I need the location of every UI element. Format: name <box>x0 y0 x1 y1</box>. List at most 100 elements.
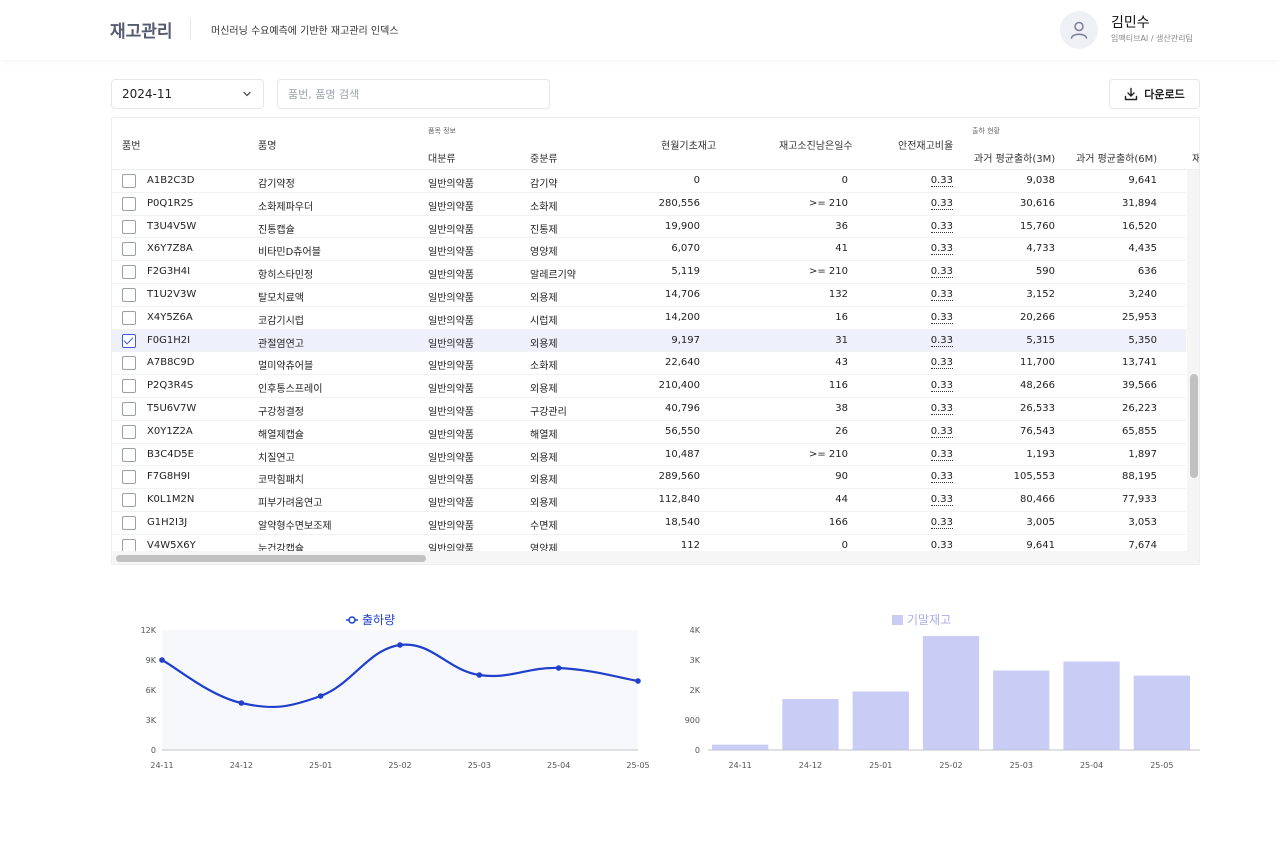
safety-ratio-value[interactable]: 0.33 <box>930 357 953 370</box>
safety-ratio-value[interactable]: 0.33 <box>930 266 953 279</box>
col-part-name[interactable]: 품명 <box>258 141 277 152</box>
cell-days-left: >= 210 <box>808 266 848 278</box>
cell-minor-category: 외용제 <box>530 384 558 396</box>
y-tick-label: 900 <box>685 716 700 725</box>
x-tick-label: 25-04 <box>1080 761 1103 770</box>
cell-base-stock: 19,900 <box>665 220 700 232</box>
vertical-scrollbar[interactable] <box>1187 170 1199 551</box>
row-checkbox[interactable] <box>122 310 136 325</box>
cell-days-left: 0 <box>841 539 848 551</box>
header-divider <box>190 18 191 40</box>
table-row[interactable]: A7B8C9D 멀미약츄어블 일반의약품 소화제 22,640 43 0.33 11,700 1… <box>112 352 1186 376</box>
table-row[interactable]: F2G3H4I 항히스타민정 일반의약품 알레르기약 5,119 >= 210 0.33 59… <box>112 261 1186 284</box>
cell-days-left: 90 <box>835 471 848 483</box>
row-checkbox[interactable] <box>122 447 136 462</box>
row-checkbox[interactable] <box>122 379 136 394</box>
cell-part-name: 해열제캡슐 <box>258 429 304 441</box>
table-row[interactable]: X0Y1Z2A 해열제캡슐 일반의약품 해열제 56,550 26 0.33 76,543 65… <box>112 421 1186 444</box>
table-row[interactable]: B3C4D5E 치질연고 일반의약품 외용제 10,487 >= 210 0.33 1,193… <box>112 444 1186 467</box>
cell-minor-category: 외용제 <box>530 498 558 510</box>
cell-avg-6m: 16,520 <box>1122 220 1157 232</box>
table-row[interactable]: A1B2C3D 감기약정 일반의약품 감기약 0 0 0.33 9,038 9,641 <box>112 170 1186 193</box>
safety-ratio-value[interactable]: 0.33 <box>930 197 953 210</box>
row-checkbox[interactable] <box>122 196 136 211</box>
safety-ratio-value[interactable]: 0.33 <box>930 403 953 415</box>
col-minor-category[interactable]: 중분류 <box>530 154 558 165</box>
cell-avg-3m: 5,315 <box>1026 334 1055 346</box>
row-checkbox[interactable] <box>122 516 136 530</box>
row-checkbox[interactable] <box>122 265 136 280</box>
col-safety-ratio[interactable]: 안전재고비율 <box>898 141 954 152</box>
app-header: 재고관리 머신러닝 수요예측에 기반한 재고관리 인덱스 김민수 임팩티브AI … <box>0 0 1280 60</box>
user-avatar[interactable] <box>1060 11 1098 49</box>
horizontal-scroll-thumb[interactable] <box>116 555 426 562</box>
cell-base-stock: 112 <box>680 539 700 551</box>
safety-ratio-value[interactable]: 0.33 <box>930 448 953 461</box>
safety-ratio-value[interactable]: 0.33 <box>930 517 953 529</box>
safety-ratio-value[interactable]: 0.33 <box>930 289 953 301</box>
month-select[interactable]: 2024-11 <box>111 79 264 109</box>
table-row[interactable]: P2Q3R4S 인후통스프레이 일반의약품 외용제 210,400 116 0.33 48,2… <box>112 375 1186 398</box>
table-row[interactable]: T1U2V3W 탈모치료액 일반의약품 외용제 14,706 132 0.33 3,152 3,… <box>112 284 1186 307</box>
table-row[interactable]: T3U4V5W 진통캡슐 일반의약품 진통제 19,900 36 0.33 15,760 16,… <box>112 216 1186 239</box>
col-major-category[interactable]: 대분류 <box>428 154 456 165</box>
col-avg-3m[interactable]: 과거 평균출하(3M) <box>974 154 1056 165</box>
col-days-left[interactable]: 재고소진남은일수 <box>779 141 853 152</box>
cell-avg-3m: 11,700 <box>1020 357 1055 369</box>
col-cut-off[interactable]: 재 <box>1192 150 1199 165</box>
safety-ratio-value[interactable]: 0.33 <box>930 311 953 324</box>
cell-major-category: 일반의약품 <box>428 270 474 282</box>
row-checkbox[interactable] <box>122 493 136 508</box>
table-row[interactable]: K0L1M2N 피부가려움연고 일반의약품 외용제 112,840 44 0.33 80,46… <box>112 489 1186 512</box>
cell-avg-3m: 4,733 <box>1026 243 1055 255</box>
vertical-scroll-thumb[interactable] <box>1190 374 1198 478</box>
row-checkbox[interactable] <box>122 356 136 371</box>
col-base-stock[interactable]: 현월기초재고 <box>661 141 717 152</box>
table-row[interactable]: X6Y7Z8A 비타민D츄어블 일반의약품 영양제 6,070 41 0.33 4,733 4,… <box>112 238 1186 262</box>
table-row[interactable]: G1H2I3J 알약형수면보조제 일반의약품 수면제 18,540 166 0.33 3,00… <box>112 512 1186 535</box>
row-checkbox[interactable] <box>122 470 136 485</box>
download-icon <box>1125 87 1138 101</box>
table-row[interactable]: X4Y5Z6A 코감기시럽 일반의약품 시럽제 14,200 16 0.33 20,266 25… <box>112 307 1186 330</box>
cell-days-left: 116 <box>828 380 848 392</box>
horizontal-scrollbar[interactable] <box>112 551 1199 564</box>
row-checkbox[interactable] <box>122 174 136 188</box>
safety-ratio-value[interactable]: 0.33 <box>930 471 953 484</box>
col-avg-6m[interactable]: 과거 평균출하(6M) <box>1076 154 1158 165</box>
safety-ratio-value[interactable]: 0.33 <box>930 539 953 551</box>
col-part-no[interactable]: 품번 <box>122 141 141 152</box>
table-row[interactable]: T5U6V7W 구강청결정 일반의약품 구강관리 40,796 38 0.33 26,533 2… <box>112 398 1186 421</box>
table-row[interactable]: F7G8H9I 코막힘패치 일반의약품 외용제 289,560 90 0.33 105,553… <box>112 466 1186 490</box>
cell-safety-ratio: 0.33 <box>930 289 953 301</box>
row-checkbox[interactable] <box>122 288 136 302</box>
row-checkbox[interactable] <box>122 219 136 234</box>
safety-ratio-value[interactable]: 0.33 <box>930 243 953 256</box>
table-row[interactable]: P0Q1R2S 소화제파우더 일반의약품 소화제 280,556 >= 210 0.33 30… <box>112 193 1186 216</box>
table-row[interactable]: F0G1H2I 관절염연고 일반의약품 외용제 9,197 31 0.33 5,315 5,35… <box>112 329 1186 353</box>
app-title[interactable]: 재고관리 <box>110 22 173 42</box>
cell-part-no: F0G1H2I <box>147 334 191 346</box>
row-checkbox[interactable] <box>122 538 136 551</box>
cell-major-category: 일반의약품 <box>428 224 474 236</box>
safety-ratio-value[interactable]: 0.33 <box>930 494 953 507</box>
safety-ratio-value[interactable]: 0.33 <box>930 175 953 187</box>
safety-ratio-value[interactable]: 0.33 <box>930 334 953 347</box>
row-checkbox[interactable] <box>122 402 136 416</box>
download-button[interactable]: 다운로드 <box>1109 79 1200 109</box>
search-input[interactable] <box>277 79 550 109</box>
row-checkbox[interactable] <box>122 242 136 257</box>
cell-part-name: 인후통스프레이 <box>258 384 323 396</box>
cell-part-no: F2G3H4I <box>147 266 191 278</box>
legend-swatch-icon <box>892 615 903 625</box>
cell-part-name: 코감기시럽 <box>258 315 304 327</box>
cell-minor-category: 감기약 <box>530 179 558 190</box>
safety-ratio-value[interactable]: 0.33 <box>930 425 953 438</box>
table-header: 품번 품명 품목 정보 대분류 중분류 현월기초재고 재고소진남은일수 안전재고… <box>112 118 1199 170</box>
safety-ratio-value[interactable]: 0.33 <box>930 380 953 393</box>
row-checkbox[interactable] <box>122 333 136 348</box>
table-row[interactable]: V4W5X6Y 눈건강캡슐 일반의약품 영양제 112 0 0.33 9,641 7,674 <box>112 535 1186 551</box>
cell-part-no: B3C4D5E <box>147 448 194 460</box>
cell-minor-category: 진통제 <box>530 224 558 236</box>
row-checkbox[interactable] <box>122 424 136 439</box>
safety-ratio-value[interactable]: 0.33 <box>930 220 953 233</box>
